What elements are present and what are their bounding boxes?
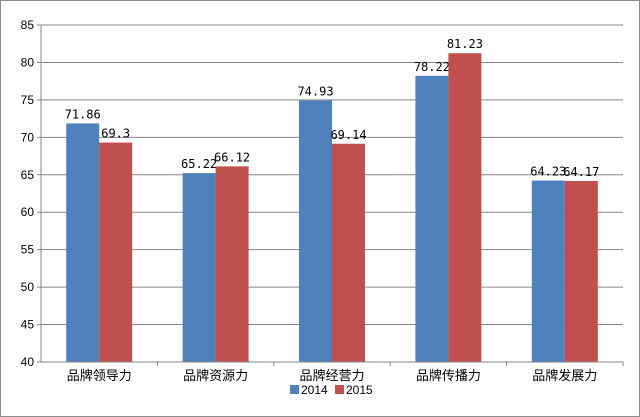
legend-label-2014: 2014 (301, 383, 328, 397)
legend-swatch-2014 (290, 385, 299, 394)
bar-2015-3 (332, 143, 365, 362)
data-label: 69.3 (101, 127, 130, 141)
bar-2014-3 (299, 100, 332, 362)
y-tick-label: 85 (21, 18, 35, 32)
y-tick-label: 45 (21, 318, 35, 332)
y-tick-label: 65 (21, 168, 35, 182)
data-label: 66.12 (214, 150, 250, 164)
category-label: 品牌发展力 (532, 368, 597, 384)
data-label: 64.17 (563, 165, 599, 179)
data-label: 78.22 (414, 60, 450, 74)
data-label: 65.22 (181, 157, 217, 171)
category-label: 品牌领导力 (67, 368, 132, 384)
category-label: 品牌经营力 (299, 368, 364, 384)
data-label: 74.93 (297, 84, 333, 98)
data-label: 64.23 (530, 165, 566, 179)
bar-2014-1 (66, 123, 100, 363)
data-label: 81.23 (447, 37, 483, 51)
legend-swatch-2015 (335, 385, 344, 394)
bar-2015-4 (448, 53, 482, 362)
legend-label-2015: 2015 (346, 383, 373, 397)
bar-2015-1 (99, 142, 133, 362)
bar-2014-2 (182, 173, 216, 362)
bar-2014-4 (415, 75, 449, 363)
data-label: 69.14 (330, 128, 366, 142)
y-tick-label: 75 (21, 93, 35, 107)
y-tick-label: 70 (21, 130, 35, 144)
bar-2014-5 (531, 180, 565, 362)
bar-2015-2 (215, 166, 249, 362)
category-label: 品牌资源力 (183, 368, 248, 384)
category-label: 品牌传播力 (416, 368, 481, 384)
y-tick-label: 50 (21, 280, 35, 294)
y-tick-label: 40 (21, 355, 35, 369)
bar-2015-5 (564, 180, 598, 362)
y-tick-label: 80 (21, 55, 35, 69)
y-tick-label: 60 (21, 205, 35, 219)
y-tick-label: 55 (21, 243, 35, 257)
data-label: 71.86 (65, 107, 101, 121)
